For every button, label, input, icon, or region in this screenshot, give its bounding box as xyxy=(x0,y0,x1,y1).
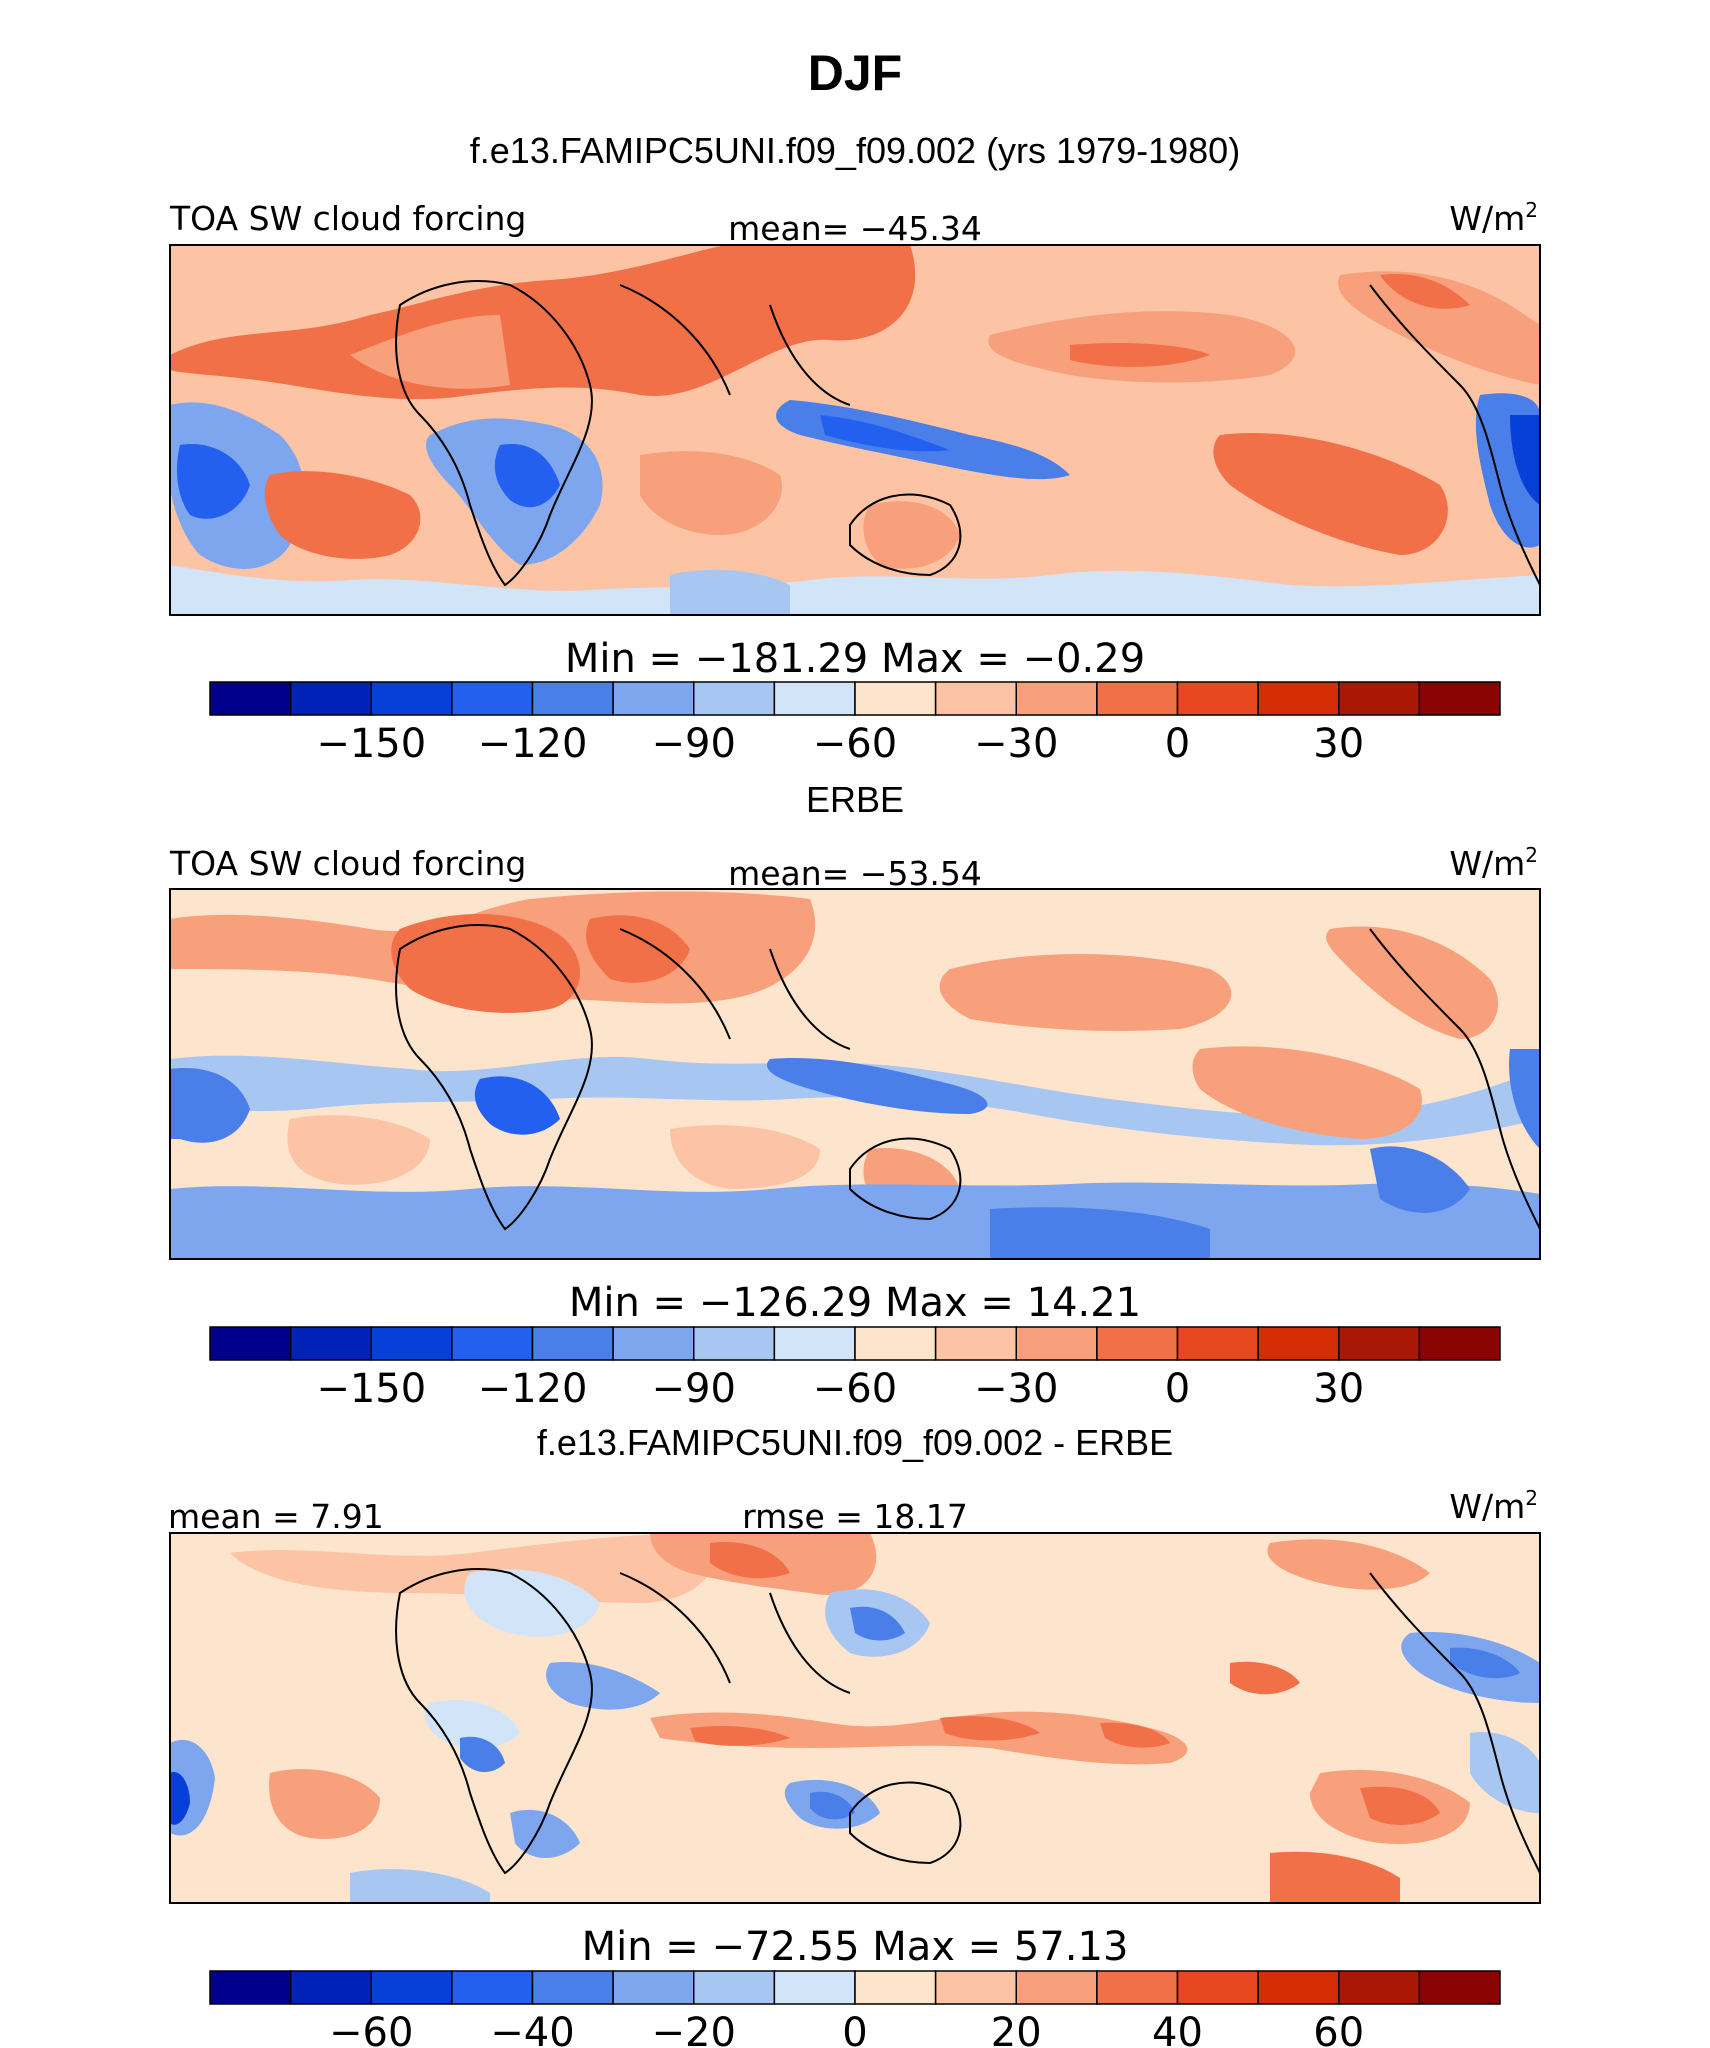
colorbar-swatch xyxy=(451,1326,534,1361)
colorbar-tick-label: −120 xyxy=(478,721,588,767)
panel-3-title: f.e13.FAMIPC5UNI.f09_f09.002 - ERBE xyxy=(537,1422,1173,1463)
panel-1-units: W/m2 xyxy=(1449,198,1538,238)
colorbar-swatch xyxy=(1176,1970,1259,2005)
panel-1-mean-label: mean= −45.34 xyxy=(728,209,982,248)
colorbar-tick-label: −90 xyxy=(652,1366,736,1412)
colorbar-tick-label: −30 xyxy=(974,721,1058,767)
colorbar-swatch xyxy=(693,1326,776,1361)
colorbar-tick-label: −150 xyxy=(316,1366,426,1412)
colorbar-tick-label: −60 xyxy=(813,1366,897,1412)
colorbar-swatch xyxy=(934,681,1017,716)
colorbar-swatch xyxy=(1096,681,1179,716)
panel-1-colorbar: −150 −120 −90 −60 −30 0 30 xyxy=(209,681,1501,767)
colorbar-swatch xyxy=(934,1970,1017,2005)
colorbar-swatch xyxy=(451,681,534,716)
colorbar-swatch xyxy=(289,1326,372,1361)
colorbar-swatch xyxy=(370,1326,453,1361)
colorbar-swatch xyxy=(773,1326,856,1361)
colorbar-swatch xyxy=(773,1970,856,2005)
colorbar-swatch xyxy=(612,1326,695,1361)
colorbar-swatch xyxy=(854,1970,937,2005)
colorbar-tick-label: 30 xyxy=(1313,1366,1364,1412)
colorbar-swatch xyxy=(1338,1326,1421,1361)
colorbar-tick-label: 0 xyxy=(1165,1366,1190,1412)
panel-2-units: W/m2 xyxy=(1449,843,1538,883)
colorbar-swatch xyxy=(289,1970,372,2005)
panel-2-minmax: Min = −126.29 Max = 14.21 xyxy=(569,1280,1141,1326)
colorbar-tick-label: 0 xyxy=(1165,721,1190,767)
colorbar-swatch xyxy=(1418,1970,1501,2005)
colorbar-swatch xyxy=(1015,1326,1098,1361)
panel-2-left-label: TOA SW cloud forcing xyxy=(169,844,526,883)
panel-3-minmax: Min = −72.55 Max = 57.13 xyxy=(582,1924,1129,1970)
colorbar-swatch xyxy=(1096,1326,1179,1361)
colorbar-swatch xyxy=(289,681,372,716)
panel-2-map xyxy=(169,888,1541,1260)
page-subtitle: f.e13.FAMIPC5UNI.f09_f09.002 (yrs 1979-1… xyxy=(470,130,1240,171)
panel-2-title: ERBE xyxy=(806,779,904,820)
colorbar-tick-label: −20 xyxy=(652,2010,736,2048)
colorbar-swatch xyxy=(1176,1326,1259,1361)
colorbar-tick-label: −150 xyxy=(316,721,426,767)
colorbar-swatch xyxy=(1015,1970,1098,2005)
colorbar-swatch xyxy=(1257,681,1340,716)
colorbar-swatch xyxy=(1418,1326,1501,1361)
colorbar-swatch xyxy=(934,1326,1017,1361)
colorbar-tick-label: 20 xyxy=(991,2010,1042,2048)
colorbar-swatch xyxy=(612,681,695,716)
panel-2: ERBE TOA SW cloud forcing mean= −53.54 W… xyxy=(169,779,1541,1412)
colorbar-swatch xyxy=(451,1970,534,2005)
colorbar-swatch xyxy=(854,681,937,716)
colorbar-swatch xyxy=(612,1970,695,2005)
colorbar-swatch xyxy=(209,1970,292,2005)
colorbar-swatch xyxy=(1338,681,1421,716)
colorbar-swatch xyxy=(773,681,856,716)
panel-3: f.e13.FAMIPC5UNI.f09_f09.002 - ERBE mean… xyxy=(168,1422,1541,2048)
colorbar-tick-label: −60 xyxy=(813,721,897,767)
colorbar-tick-label: 30 xyxy=(1313,721,1364,767)
colorbar-swatch xyxy=(370,1970,453,2005)
panel-2-mean-label: mean= −53.54 xyxy=(728,854,982,893)
colorbar-tick-label: 0 xyxy=(842,2010,867,2048)
panel-3-rmse-label: rmse = 18.17 xyxy=(742,1497,968,1536)
colorbar-swatch xyxy=(1257,1326,1340,1361)
colorbar-swatch xyxy=(854,1326,937,1361)
panel-1: TOA SW cloud forcing mean= −45.34 W/m2 xyxy=(169,198,1541,767)
colorbar-tick-label: −120 xyxy=(478,1366,588,1412)
colorbar-tick-label: 60 xyxy=(1313,2010,1364,2048)
panel-1-map xyxy=(169,244,1541,616)
colorbar-swatch xyxy=(209,681,292,716)
colorbar-tick-label: −90 xyxy=(652,721,736,767)
colorbar-swatch xyxy=(1096,1970,1179,2005)
colorbar-swatch xyxy=(1176,681,1259,716)
colorbar-swatch xyxy=(1338,1970,1421,2005)
colorbar-swatch xyxy=(370,681,453,716)
colorbar-swatch xyxy=(531,681,614,716)
colorbar-tick-label: −30 xyxy=(974,1366,1058,1412)
panel-1-left-label: TOA SW cloud forcing xyxy=(169,199,526,238)
panel-2-colorbar: −150 −120 −90 −60 −30 0 30 xyxy=(209,1326,1501,1412)
colorbar-swatch xyxy=(531,1970,614,2005)
colorbar-swatch xyxy=(693,1970,776,2005)
colorbar-swatch xyxy=(693,681,776,716)
colorbar-tick-label: −40 xyxy=(490,2010,574,2048)
panel-3-map xyxy=(169,1532,1541,1904)
panel-3-mean-label: mean = 7.91 xyxy=(168,1497,384,1536)
colorbar-swatch xyxy=(531,1326,614,1361)
colorbar-swatch xyxy=(1015,681,1098,716)
colorbar-swatch xyxy=(1418,681,1501,716)
colorbar-swatch xyxy=(1257,1970,1340,2005)
panel-1-minmax: Min = −181.29 Max = −0.29 xyxy=(565,636,1145,682)
colorbar-swatch xyxy=(209,1326,292,1361)
panel-3-colorbar: −60 −40 −20 0 20 40 60 xyxy=(209,1970,1501,2048)
panel-3-units: W/m2 xyxy=(1449,1486,1538,1526)
colorbar-tick-label: 40 xyxy=(1152,2010,1203,2048)
colorbar-tick-label: −60 xyxy=(329,2010,413,2048)
page-title: DJF xyxy=(808,45,902,101)
